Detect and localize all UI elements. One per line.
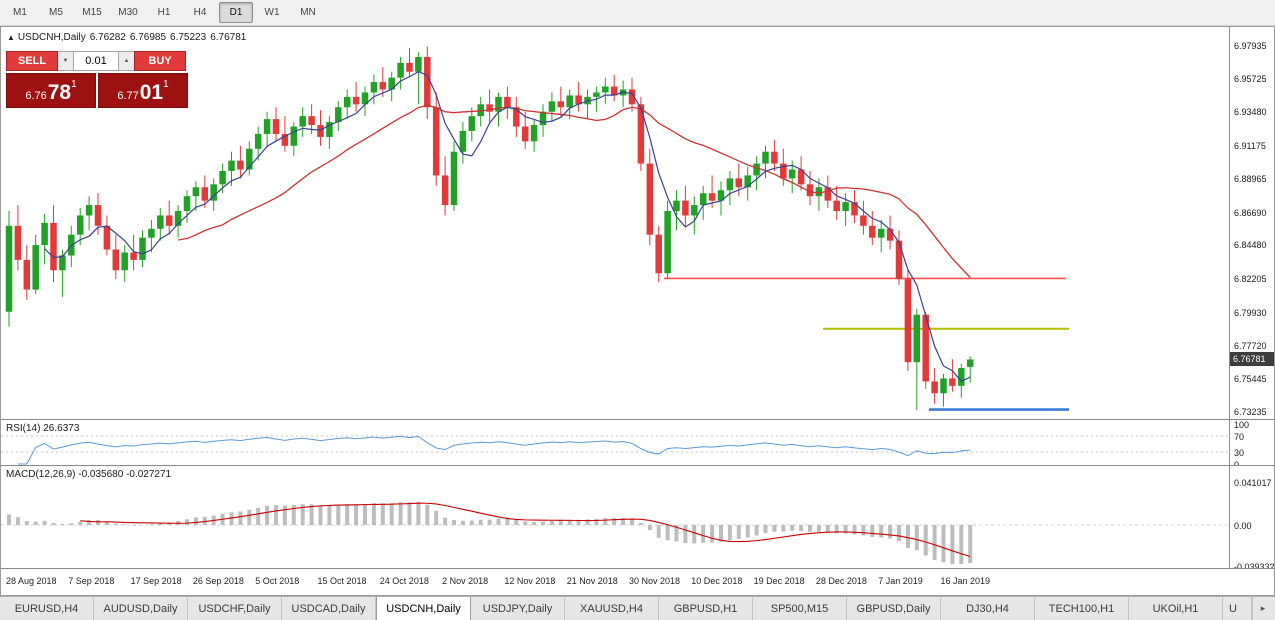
date-axis-label: 2 Nov 2018	[442, 576, 489, 586]
timeframe-m1[interactable]: M1	[13, 7, 27, 18]
chart-tab-ukoil-h1[interactable]: UKOil,H1	[1129, 597, 1223, 620]
volume-decrease-button[interactable]: ▼	[58, 51, 73, 71]
timeframe-m15[interactable]: M15	[82, 7, 102, 18]
ohlc-high: 6.76985	[129, 32, 167, 43]
price-axis-label: 6.91175	[1234, 141, 1266, 152]
buy-price-large: 01	[139, 81, 164, 104]
one-click-trade-widget: SELL ▼ ▲ BUY 6.76 78 1 6.77 01 1	[6, 51, 188, 108]
date-axis-label: 28 Aug 2018	[6, 576, 57, 586]
volume-increase-button[interactable]: ▲	[119, 51, 134, 71]
timeframe-mn[interactable]: MN	[300, 7, 316, 18]
sell-button[interactable]: SELL	[6, 51, 58, 71]
buy-button[interactable]: BUY	[134, 51, 186, 71]
current-price-badge: 6.76781	[1230, 352, 1274, 367]
main-chart-pane: ▲ USDCNH,Daily 6.76282 6.76985 6.75223 6.7678…	[1, 27, 1274, 419]
buy-price-small: 6.77	[117, 90, 139, 102]
chart-tab-sp500-m15[interactable]: SP500,M15	[753, 597, 847, 620]
buy-price-sup: 1	[163, 79, 169, 90]
price-axis-label: 6.93480	[1234, 107, 1267, 117]
symbol-name: USDCNH,Daily	[17, 32, 86, 43]
ohlc-low: 6.75223	[170, 32, 207, 43]
chart-tab-usdcnh-daily[interactable]: USDCNH,Daily	[376, 597, 471, 620]
sell-price-large: 78	[47, 81, 72, 104]
date-axis-label: 30 Nov 2018	[629, 576, 681, 586]
volume-input[interactable]	[73, 51, 119, 71]
date-axis-label: 16 Jan 2019	[940, 576, 991, 586]
chart-tab-dj30-h4[interactable]: DJ30,H4	[941, 597, 1035, 620]
tab-scroll-right-button[interactable]: ▸	[1252, 597, 1273, 620]
ohlc-close: 6.76781	[210, 32, 247, 43]
chart-tab-usdjpy-daily[interactable]: USDJPY,Daily	[471, 597, 565, 620]
price-axis-label: 6.97935	[1234, 41, 1267, 51]
timeframe-d1[interactable]: D1	[219, 2, 253, 23]
ohlc-header: ▲ USDCNH,Daily 6.76282 6.76985 6.75223 6.7678…	[7, 32, 250, 43]
sell-price-button[interactable]: 6.76 78 1	[6, 73, 96, 108]
chart-tab-usdchf-daily[interactable]: USDCHF,Daily	[188, 597, 282, 620]
chart-tab-gbpusd-daily[interactable]: GBPUSD,Daily	[847, 597, 941, 620]
macd-axis-label: -0.039332	[1234, 562, 1274, 568]
sell-price-small: 6.76	[25, 90, 47, 102]
macd-canvas[interactable]	[1, 466, 1229, 568]
ohlc-open: 6.76282	[89, 32, 126, 43]
date-axis-label: 19 Dec 2018	[753, 576, 805, 586]
price-axis-label: 6.84480	[1234, 240, 1267, 251]
timeframe-toolbar: M1 M5 M15 M30 H1 H4 D1 W1 MN	[0, 0, 1275, 26]
chart-tab-usdcad-daily[interactable]: USDCAD,Daily	[282, 597, 376, 620]
date-axis-label: 28 Dec 2018	[815, 576, 867, 586]
date-axis-label: 12 Nov 2018	[504, 576, 556, 586]
macd-indicator-pane: MACD(12,26,9) -0.035680 -0.027271 0.0410…	[1, 465, 1274, 568]
chart-tab-tech100-h1[interactable]: TECH100,H1	[1035, 597, 1129, 620]
date-axis-label: 26 Sep 2018	[192, 576, 244, 586]
chart-tab-u[interactable]: U	[1223, 597, 1252, 620]
price-axis-separator	[1229, 27, 1230, 568]
timeframe-w1[interactable]: W1	[264, 7, 280, 18]
price-axis-label: 6.79930	[1234, 307, 1267, 318]
price-axis-label: 6.73235	[1234, 407, 1267, 417]
rsi-label: RSI(14) 26.6373	[6, 423, 80, 434]
date-axis-label: 21 Nov 2018	[566, 576, 618, 586]
rsi-indicator-pane: RSI(14) 26.6373 100 70 30 0	[1, 419, 1274, 465]
chart-window: ▲ USDCNH,Daily 6.76282 6.76985 6.75223 6.7678…	[0, 26, 1275, 596]
timeframe-h4[interactable]: H4	[193, 7, 207, 18]
timeframe-h1[interactable]: H1	[157, 7, 171, 18]
macd-label: MACD(12,26,9) -0.035680 -0.027271	[6, 469, 172, 480]
timeframe-m5[interactable]: M5	[49, 7, 63, 18]
date-axis[interactable]: 28 Aug 2018 7 Sep 2018 17 Sep 2018 26 Sep 2…	[1, 568, 1274, 595]
chart-tab-gbpusd-h1[interactable]: GBPUSD,H1	[659, 597, 753, 620]
price-axis-label: 6.95725	[1234, 73, 1267, 84]
rsi-axis-label: 100	[1234, 420, 1250, 430]
date-axis-label: 15 Oct 2018	[317, 576, 367, 586]
date-axis-label: 7 Sep 2018	[68, 576, 115, 586]
rsi-axis-label: 0	[1234, 460, 1240, 465]
date-axis-label: 24 Oct 2018	[379, 576, 429, 586]
date-axis-label: 7 Jan 2019	[878, 576, 923, 586]
price-axis-label: 6.75445	[1234, 374, 1267, 385]
buy-price-button[interactable]: 6.77 01 1	[98, 73, 188, 108]
rsi-canvas[interactable]	[1, 420, 1229, 465]
rsi-axis-label: 70	[1234, 432, 1245, 442]
main-chart-canvas[interactable]	[1, 27, 1229, 419]
chart-tab-bar: EURUSD,H4 AUDUSD,Daily USDCHF,Daily USDCAD,…	[0, 596, 1275, 620]
timeframe-m30[interactable]: M30	[118, 7, 138, 18]
rsi-axis-label: 30	[1234, 448, 1245, 458]
price-axis-label: 6.86690	[1234, 207, 1267, 218]
price-axis-label: 6.77720	[1234, 340, 1267, 351]
chart-tab-eurusd-h4[interactable]: EURUSD,H4	[0, 597, 94, 620]
date-axis-label: 17 Sep 2018	[130, 576, 182, 586]
date-axis-label: 5 Oct 2018	[255, 576, 300, 586]
price-axis-label: 6.82205	[1234, 274, 1267, 285]
symbol-marker-icon: ▲	[7, 33, 15, 42]
chart-tab-xauusd-h4[interactable]: XAUUSD,H4	[565, 597, 659, 620]
sell-price-sup: 1	[71, 79, 77, 90]
price-axis-label: 6.88965	[1234, 173, 1267, 184]
chart-tab-audusd-daily[interactable]: AUDUSD,Daily	[94, 597, 188, 620]
date-axis-label: 10 Dec 2018	[691, 576, 743, 586]
macd-axis-label: 0.00	[1234, 521, 1252, 531]
macd-axis-label: 0.041017	[1234, 477, 1272, 488]
